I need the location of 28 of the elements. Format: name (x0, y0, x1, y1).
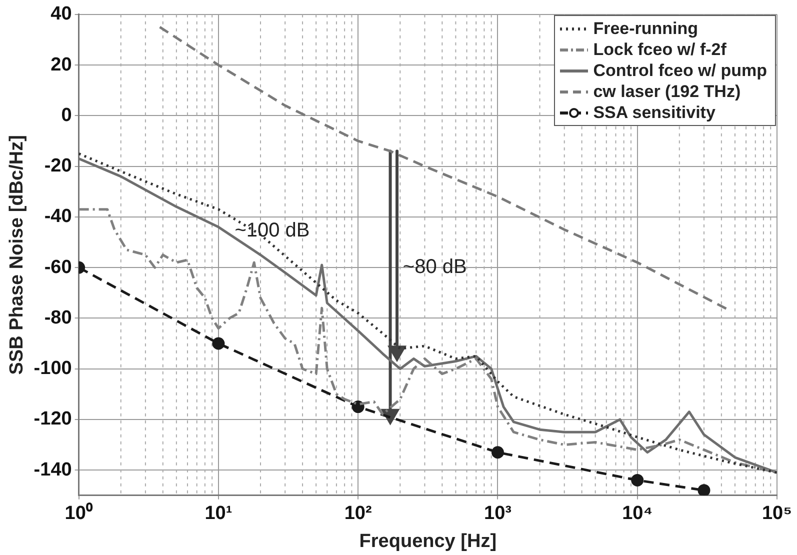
legend-label: cw laser (192 THz) (593, 82, 741, 102)
y-tick-label: -140 (34, 459, 72, 480)
y-tick-label: -40 (44, 206, 72, 228)
annotation: ~100 dB (234, 219, 310, 242)
x-tick-label: 10⁵ (762, 503, 792, 524)
point (212, 337, 225, 350)
y-axis-title: SSB Phase Noise [dBc/Hz] (6, 135, 28, 375)
annotation: ~80 dB (402, 256, 467, 278)
point (352, 400, 364, 414)
legend-label: SSA sensitivity (593, 102, 716, 123)
y-tick-label: -80 (44, 307, 72, 328)
y-tick-label: -120 (34, 408, 72, 430)
legend-label: Lock fceo w/ f-2f (593, 40, 726, 60)
y-tick-label: 20 (50, 54, 72, 76)
x-axis-title: Frequency [Hz] (359, 530, 497, 552)
legend-label: Free-running (593, 18, 698, 39)
y-tick-label: -100 (34, 358, 72, 380)
y-tick-label: -20 (44, 156, 72, 177)
y-tick-label: 40 (50, 4, 72, 25)
legend-label: Control fceo w/ pump (593, 60, 767, 81)
y-tick-label: -60 (44, 256, 72, 278)
x-tick-label: 10¹ (204, 503, 232, 524)
y-tick-label: 0 (61, 104, 72, 126)
point (491, 446, 504, 459)
x-tick-label: 10⁴ (622, 503, 653, 524)
x-tick-label: 10³ (484, 503, 512, 524)
x-tick-label: 10⁰ (64, 502, 93, 524)
x-tick-label: 10² (344, 503, 372, 524)
